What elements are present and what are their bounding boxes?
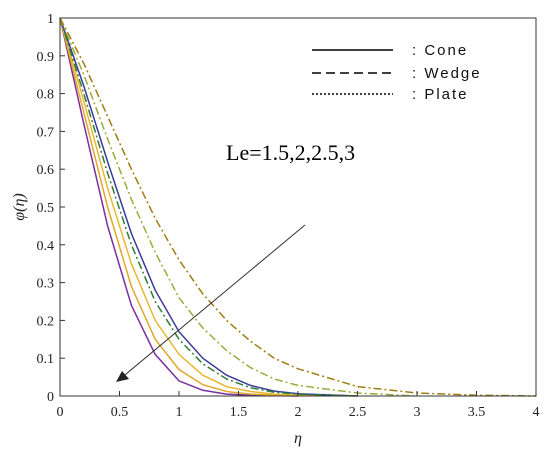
x-tick-label: 1 xyxy=(176,405,183,420)
x-tick-label: 4 xyxy=(533,405,540,420)
annotation-arrow-head xyxy=(116,371,129,382)
y-tick-label: 0.4 xyxy=(37,239,55,254)
curve-3 xyxy=(59,17,358,397)
x-tick-label: 0.5 xyxy=(111,405,129,420)
legend-label-plate: : Plate xyxy=(412,86,469,103)
annotation-arrow xyxy=(116,224,306,382)
annotation-text: Le=1.5,2,2.5,3 xyxy=(226,140,355,165)
y-tick-label: 1 xyxy=(47,12,54,27)
x-axis-label: η xyxy=(294,430,302,447)
y-tick-label: 0.2 xyxy=(37,314,55,329)
curve-6 xyxy=(59,17,418,397)
x-axis: 0 0.5 1 1.5 2 2.5 3 3.5 4 xyxy=(57,391,540,420)
curve-7 xyxy=(59,17,537,397)
y-axis-label: φ(η) xyxy=(11,193,28,220)
legend-label-cone: : Cone xyxy=(412,42,468,59)
legend: : Cone : Wedge : Plate xyxy=(312,42,482,103)
x-tick-label: 2 xyxy=(295,405,302,420)
annotation-arrow-shaft xyxy=(119,224,306,380)
y-tick-label: 0.7 xyxy=(37,125,55,140)
y-tick-label: 0.3 xyxy=(37,277,55,292)
x-tick-label: 0 xyxy=(57,405,64,420)
y-tick-label: 0.9 xyxy=(37,50,55,65)
x-tick-label: 3.5 xyxy=(468,405,486,420)
y-tick-label: 0.1 xyxy=(37,352,55,367)
y-tick-label: 0 xyxy=(47,390,54,405)
x-tick-label: 1.5 xyxy=(230,405,248,420)
curve-layer xyxy=(59,17,537,397)
x-tick-label: 3 xyxy=(414,405,421,420)
y-tick-label: 0.6 xyxy=(37,163,55,178)
curve-4 xyxy=(59,17,358,397)
y-tick-label: 0.5 xyxy=(37,201,55,216)
x-tick-label: 2.5 xyxy=(349,405,367,420)
y-axis: 0 0.1 0.2 0.3 0.4 0.5 0.6 0.7 0.8 0.9 1 xyxy=(37,12,65,405)
curve-5 xyxy=(59,17,358,397)
y-tick-label: 0.8 xyxy=(37,88,55,103)
legend-label-wedge: : Wedge xyxy=(412,65,482,82)
